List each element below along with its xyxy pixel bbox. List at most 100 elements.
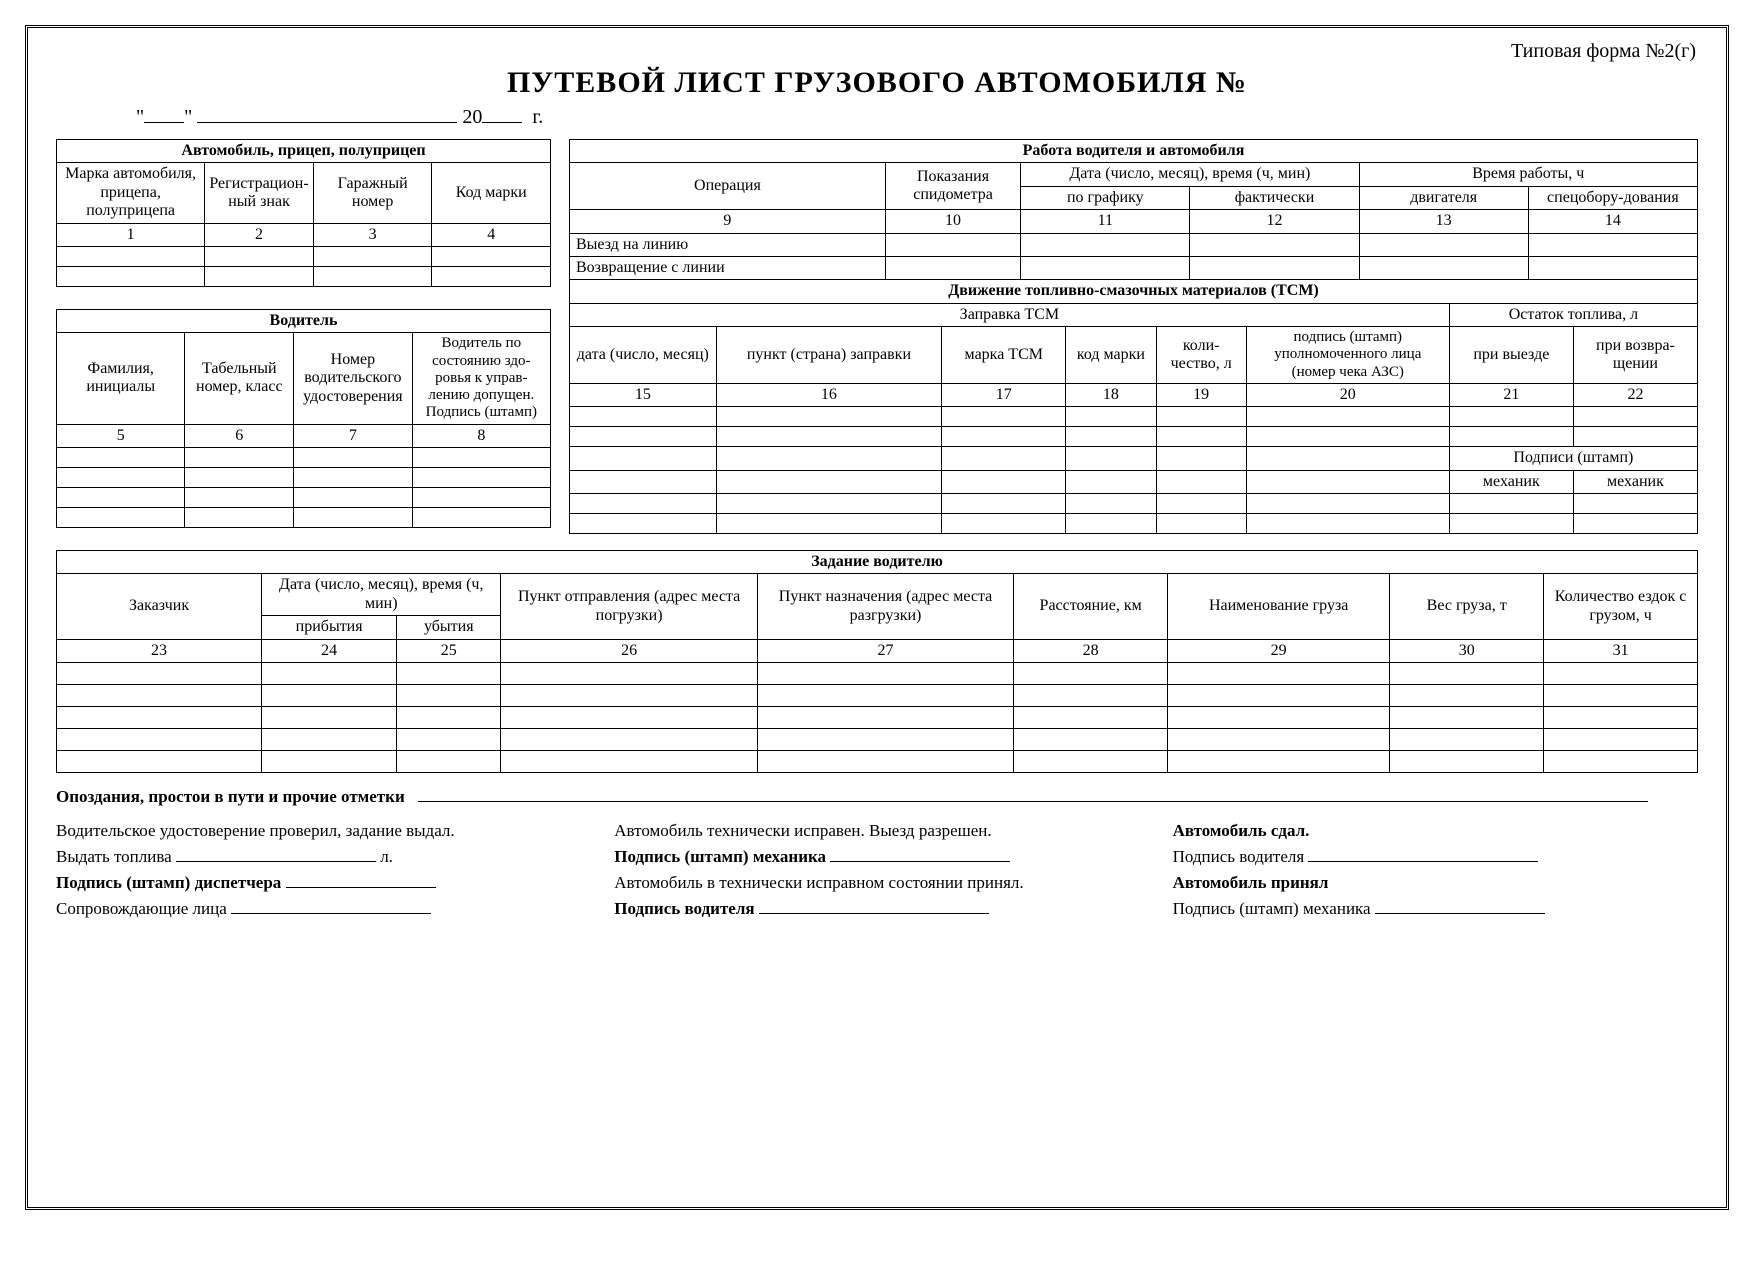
colnum: 12 xyxy=(1190,210,1359,233)
sig-mech1: механик xyxy=(1449,470,1573,493)
colnum: 7 xyxy=(294,424,413,447)
col-fbrand: марка ТСМ xyxy=(942,327,1066,384)
col-reg: Регистрацион-ный знак xyxy=(205,163,314,223)
sig-r2: Подпись водителя xyxy=(1173,847,1305,866)
col-equip: спецобору-дования xyxy=(1528,186,1697,209)
colnum: 20 xyxy=(1246,383,1449,406)
driver-table: Водитель Фамилия, инициалы Табельный ном… xyxy=(56,309,551,528)
sig-driver: Подпись водителя xyxy=(614,899,754,918)
row-back: Возвращение с линии xyxy=(570,256,886,279)
col-trips: Количество ездок с грузом, ч xyxy=(1544,574,1698,639)
col-remain: Остаток топлива, л xyxy=(1449,303,1697,326)
sig-r4: Подпись (штамп) механика xyxy=(1173,899,1371,918)
vehicle-caption: Автомобиль, прицеп, полуприцеп xyxy=(57,140,551,163)
colnum: 14 xyxy=(1528,210,1697,233)
col-arr: прибытия xyxy=(262,616,397,639)
notes-label: Опоздания, простои в пути и прочие отмет… xyxy=(56,787,405,806)
col-lic: Номер водительского удостоверения xyxy=(294,333,413,424)
colnum: 18 xyxy=(1066,383,1156,406)
year-prefix: 20 xyxy=(462,106,482,128)
form-frame: Типовая форма №2(г) ПУТЕВОЙ ЛИСТ ГРУЗОВО… xyxy=(25,25,1729,1210)
work-caption: Работа водителя и автомобиля xyxy=(570,140,1698,163)
colnum: 2 xyxy=(205,223,314,246)
col-garage: Гаражный номер xyxy=(313,163,432,223)
colnum: 28 xyxy=(1014,639,1168,662)
colnum: 17 xyxy=(942,383,1066,406)
col-engine: двигателя xyxy=(1359,186,1528,209)
sig-r1: Автомобиль сдал. xyxy=(1173,821,1698,841)
colnum: 3 xyxy=(313,223,432,246)
work-table: Работа водителя и автомобиля Операция По… xyxy=(569,139,1698,280)
col-fqty: коли-чество, л xyxy=(1156,327,1246,384)
sig-escort: Сопровождающие лица xyxy=(56,899,227,918)
colnum: 21 xyxy=(1449,383,1573,406)
fuel-table: Движение топливно-смазочных материалов (… xyxy=(569,279,1698,534)
sig-liters: л. xyxy=(380,847,393,866)
col-dist: Расстояние, км xyxy=(1014,574,1168,639)
col-fback: при возвра-щении xyxy=(1573,327,1697,384)
col-dep: убытия xyxy=(397,616,501,639)
colnum: 11 xyxy=(1021,210,1190,233)
col-health: Водитель по состоянию здо-ровья к управ-… xyxy=(412,333,550,424)
col-tab: Табельный номер, класс xyxy=(185,333,294,424)
col-op: Операция xyxy=(570,163,886,210)
colnum: 13 xyxy=(1359,210,1528,233)
col-tdate: Дата (число, месяц), время (ч, мин) xyxy=(262,574,501,616)
col-odom: Показания спидометра xyxy=(885,163,1020,210)
colnum: 22 xyxy=(1573,383,1697,406)
col-fact: фактически xyxy=(1190,186,1359,209)
row-out: Выезд на линию xyxy=(570,233,886,256)
colnum: 31 xyxy=(1544,639,1698,662)
col-fpoint: пункт (страна) заправки xyxy=(716,327,942,384)
sig-fuel: Выдать топлива xyxy=(56,847,172,866)
col-fsign: подпись (штамп) уполномоченного лица (но… xyxy=(1246,327,1449,384)
col-fcode: код марки xyxy=(1066,327,1156,384)
colnum: 1 xyxy=(57,223,205,246)
driver-caption: Водитель xyxy=(57,309,551,332)
colnum: 30 xyxy=(1390,639,1544,662)
sig-right: Автомобиль сдал. Подпись водителя Автомо… xyxy=(1173,821,1698,925)
sig-r3: Автомобиль принял xyxy=(1173,873,1698,893)
col-code: Код марки xyxy=(432,163,551,223)
year-suffix: г. xyxy=(532,106,543,128)
colnum: 6 xyxy=(185,424,294,447)
colnum: 27 xyxy=(757,639,1013,662)
col-cargo: Наименование груза xyxy=(1168,574,1390,639)
col-to: Пункт назначения (адрес места разгрузки) xyxy=(757,574,1013,639)
col-name: Фамилия, инициалы xyxy=(57,333,185,424)
form-title: ПУТЕВОЙ ЛИСТ ГРУЗОВОГО АВТОМОБИЛЯ № xyxy=(56,66,1698,100)
sig-left: Водительское удостоверение проверил, зад… xyxy=(56,821,581,925)
colnum: 16 xyxy=(716,383,942,406)
fuel-caption: Движение топливно-смазочных материалов (… xyxy=(570,280,1698,303)
col-cust: Заказчик xyxy=(57,574,262,639)
colnum: 10 xyxy=(885,210,1020,233)
form-type-label: Типовая форма №2(г) xyxy=(1511,40,1696,63)
sig-l1: Водительское удостоверение проверил, зад… xyxy=(56,821,581,841)
col-datetime: Дата (число, месяц), время (ч, мин) xyxy=(1021,163,1359,186)
col-fill: Заправка ТСМ xyxy=(570,303,1450,326)
colnum: 5 xyxy=(57,424,185,447)
sig-mech2: механик xyxy=(1573,470,1697,493)
col-from: Пункт отправления (адрес места погрузки) xyxy=(501,574,757,639)
col-runtime: Время работы, ч xyxy=(1359,163,1697,186)
sig-m3: Автомобиль в технически исправном состоя… xyxy=(614,873,1139,893)
colnum: 9 xyxy=(570,210,886,233)
sig-caption: Подписи (штамп) xyxy=(1449,447,1697,470)
date-line: "" 20 г. xyxy=(136,106,1698,129)
colnum: 15 xyxy=(570,383,717,406)
col-fdate: дата (число, месяц) xyxy=(570,327,717,384)
sig-m1: Автомобиль технически исправен. Выезд ра… xyxy=(614,821,1139,841)
notes-row: Опоздания, простои в пути и прочие отмет… xyxy=(56,787,1698,807)
col-brand: Марка автомобиля, прицепа, полуприцепа xyxy=(57,163,205,223)
colnum: 24 xyxy=(262,639,397,662)
colnum: 8 xyxy=(412,424,550,447)
colnum: 23 xyxy=(57,639,262,662)
colnum: 19 xyxy=(1156,383,1246,406)
task-table: Задание водителю Заказчик Дата (число, м… xyxy=(56,550,1698,773)
colnum: 25 xyxy=(397,639,501,662)
sig-disp: Подпись (штамп) диспетчера xyxy=(56,873,281,892)
task-caption: Задание водителю xyxy=(57,551,1698,574)
col-fout: при выезде xyxy=(1449,327,1573,384)
colnum: 4 xyxy=(432,223,551,246)
vehicle-table: Автомобиль, прицеп, полуприцеп Марка авт… xyxy=(56,139,551,287)
